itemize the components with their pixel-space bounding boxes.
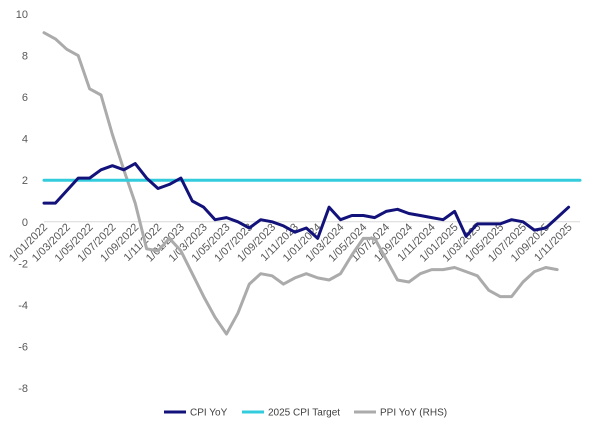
y-tick-label: -8 (18, 383, 28, 395)
y-axis-labels: 10 8 6 4 2 0 -2 -4 -6 -8 (16, 9, 28, 395)
legend-label: 2025 CPI Target (268, 408, 340, 419)
y-tick-label: -4 (18, 300, 28, 312)
series-lines (42, 31, 582, 336)
legend-label: PPI YoY (RHS) (380, 408, 447, 419)
y-tick-label: 4 (22, 134, 28, 146)
y-tick-label: 10 (16, 9, 28, 21)
x-axis-labels: 1/01/20221/03/20221/05/20221/07/20221/09… (7, 221, 575, 264)
legend: CPI YoY 2025 CPI Target PPI YoY (RHS) (164, 408, 447, 419)
series-line-cpi-yoy (42, 162, 571, 240)
y-tick-label: 2 (22, 175, 28, 187)
y-tick-label: 0 (22, 217, 28, 229)
y-tick-label: -6 (18, 341, 28, 353)
y-tick-label: -2 (18, 258, 28, 270)
legend-label: CPI YoY (190, 408, 228, 419)
series-line-ppi-yoy-rhs (42, 31, 559, 336)
y-tick-label: 8 (22, 51, 28, 63)
y-tick-label: 6 (22, 92, 28, 104)
